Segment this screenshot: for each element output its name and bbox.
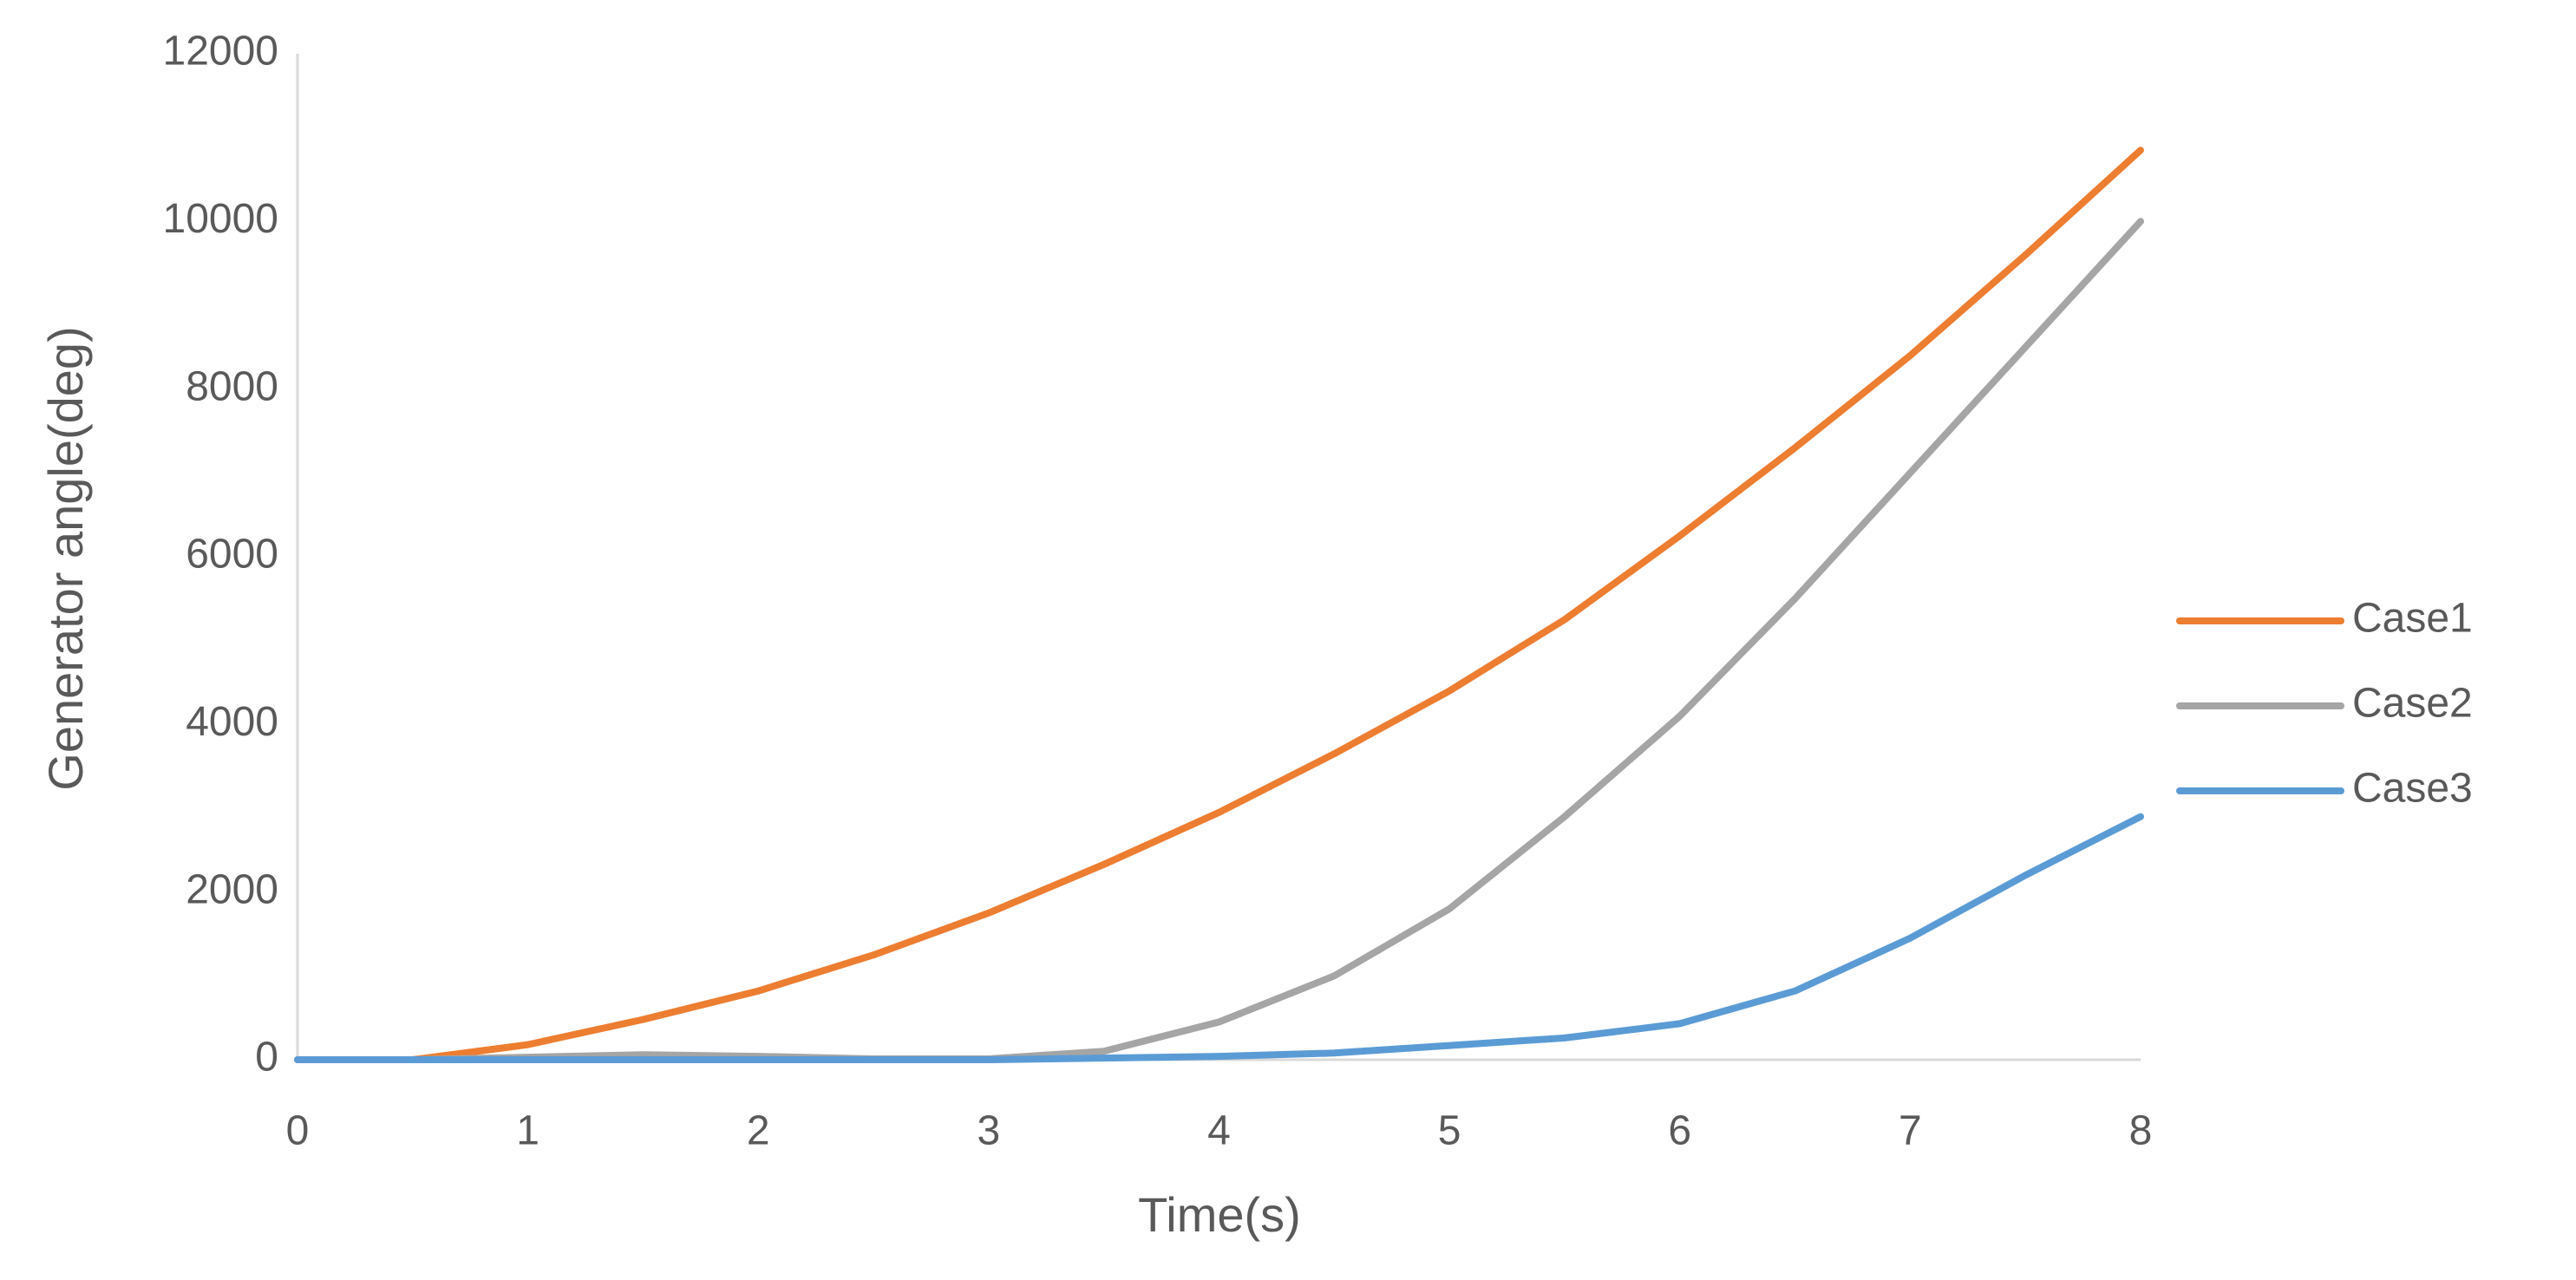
x-tick-label: 4 — [1207, 1108, 1231, 1154]
x-tick-label: 2 — [747, 1108, 770, 1154]
x-tick-label: 5 — [1438, 1108, 1461, 1154]
y-tick-label: 4000 — [186, 699, 278, 745]
y-tick-label: 2000 — [186, 866, 278, 912]
x-tick-label: 0 — [286, 1108, 310, 1154]
y-tick-label: 0 — [255, 1035, 278, 1081]
y-tick-label: 6000 — [186, 532, 278, 578]
y-tick-label: 10000 — [163, 196, 278, 242]
series-line — [294, 218, 2144, 1063]
x-tick-label: 3 — [977, 1108, 1001, 1154]
x-tick-label: 8 — [2129, 1108, 2153, 1154]
y-tick-label: 8000 — [186, 363, 278, 409]
x-tick-label: 1 — [516, 1108, 539, 1154]
series-line — [294, 813, 2144, 1063]
series-line — [294, 147, 2144, 1063]
y-tick-label: 12000 — [163, 29, 278, 75]
x-tick-label: 7 — [1899, 1108, 1922, 1154]
x-axis-title: Time(s) — [1138, 1187, 1301, 1242]
legend-label: Case3 — [2352, 766, 2473, 812]
y-axis-title: Generator angle(deg) — [38, 326, 93, 790]
legend-label: Case1 — [2352, 596, 2473, 642]
legend-label: Case2 — [2352, 681, 2473, 727]
x-tick-label: 6 — [1668, 1108, 1691, 1154]
